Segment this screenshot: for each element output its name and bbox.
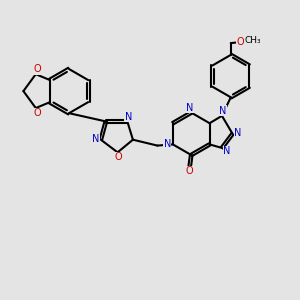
Text: CH₃: CH₃ <box>244 36 261 45</box>
Text: O: O <box>33 64 41 74</box>
Text: O: O <box>236 37 244 46</box>
Text: N: N <box>234 128 242 138</box>
Text: O: O <box>114 152 122 162</box>
Text: N: N <box>92 134 100 143</box>
Text: N: N <box>186 103 194 112</box>
Text: N: N <box>164 139 171 148</box>
Text: N: N <box>219 106 226 116</box>
Text: O: O <box>186 167 193 176</box>
Text: N: N <box>124 112 132 122</box>
Text: O: O <box>33 108 41 118</box>
Text: N: N <box>223 146 231 157</box>
